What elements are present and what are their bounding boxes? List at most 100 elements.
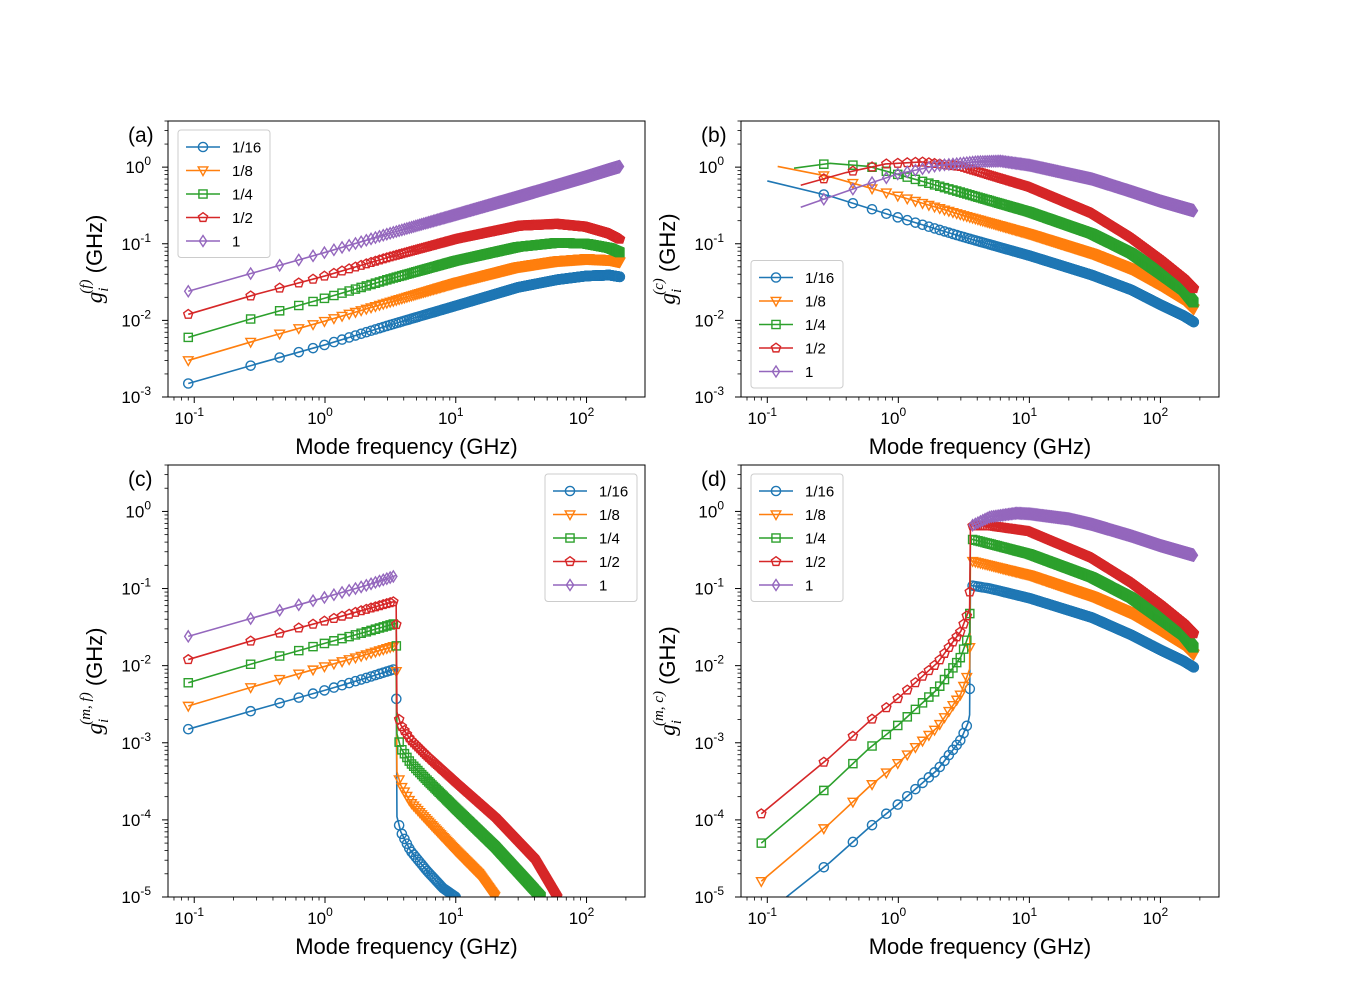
data-point (909, 196, 922, 208)
y-tick-label-base: 10 (121, 388, 140, 407)
data-point (615, 247, 625, 258)
data-point (244, 337, 257, 349)
data-point (929, 223, 940, 234)
data-point (378, 276, 389, 286)
data-point (393, 294, 406, 306)
series-1 (183, 159, 625, 299)
legend-marker (197, 166, 209, 177)
data-point (910, 174, 921, 185)
panel-label: (a) (128, 124, 154, 147)
y-tick-label: 100 (125, 154, 151, 177)
data-point (292, 324, 305, 335)
data-point (929, 180, 940, 190)
x-tick-label: 10-1 (174, 405, 204, 428)
x-tick-label: 102 (569, 405, 595, 428)
data-point (613, 257, 626, 269)
data-point (399, 222, 409, 236)
data-point (337, 288, 347, 298)
data-point (319, 293, 330, 304)
y-tick-label-exponent: -1 (140, 231, 151, 245)
x-tick-label-base: 10 (174, 409, 193, 428)
data-point (360, 258, 372, 269)
data-point (350, 330, 361, 341)
y-label-symbol: g (82, 292, 107, 304)
data-point (293, 346, 305, 358)
data-point (349, 307, 362, 319)
legend-label: 1 (232, 234, 240, 251)
y-label-subscript: i (96, 288, 112, 292)
legend-label: 1/4 (232, 187, 253, 204)
legend-entry: 1/8 (186, 163, 253, 180)
data-point (337, 240, 347, 255)
data-point (384, 251, 396, 262)
data-point (343, 332, 355, 343)
data-point (374, 277, 385, 287)
legend-entry: 1/2 (186, 210, 253, 227)
data-point (355, 259, 367, 270)
axes-frame (167, 120, 646, 398)
x-tick-label: 100 (307, 405, 333, 428)
legend-marker (198, 189, 208, 199)
data-point (274, 352, 285, 363)
data-point (308, 296, 318, 307)
data-point (275, 258, 285, 273)
data-point (336, 265, 348, 276)
data-point (901, 194, 914, 206)
y-axis-label-text: gi(f) (GHz) (78, 215, 112, 304)
y-label-superscript: (f) (78, 279, 94, 293)
data-point (381, 252, 393, 263)
data-point (819, 159, 829, 169)
y-axis-label: gi(f) (GHz) (78, 215, 112, 304)
legend-marker (197, 211, 209, 223)
data-point (942, 206, 955, 218)
data-point (866, 184, 879, 196)
y-tick-label-base: 10 (121, 311, 140, 330)
data-point (293, 277, 305, 288)
data-point (917, 219, 928, 231)
data-point (946, 207, 959, 219)
series-1-4 (183, 237, 625, 343)
legend-entry: 1/4 (186, 187, 253, 204)
x-tick-label-base: 10 (307, 409, 326, 428)
legend: 1/161/81/41/21 (177, 129, 271, 258)
data-point (336, 334, 348, 345)
data-point (355, 306, 368, 317)
data-point (307, 342, 319, 354)
data-point (958, 188, 969, 198)
data-point (970, 191, 981, 202)
data-point (973, 192, 983, 202)
y-label-unit: (GHz) (82, 215, 107, 280)
data-point (614, 233, 626, 244)
data-point (375, 229, 384, 244)
x-tick-label-base: 10 (569, 409, 588, 428)
data-point (182, 308, 194, 319)
data-point (182, 356, 195, 367)
y-tick-label-base: 10 (125, 158, 144, 177)
data-point (329, 243, 339, 257)
data-point (402, 221, 412, 236)
y-tick-label-exponent: -2 (140, 307, 151, 321)
legend-label: 1/8 (232, 163, 253, 180)
data-point (343, 309, 356, 321)
legend-marker (198, 234, 208, 248)
data-point (924, 178, 934, 188)
data-point (398, 293, 411, 305)
data-point (891, 191, 904, 203)
data-point (866, 203, 878, 215)
y-tick-label: 10-2 (121, 307, 151, 330)
data-point (384, 297, 397, 309)
data-point (377, 253, 389, 264)
data-point (378, 228, 388, 243)
data-point (361, 233, 371, 248)
data-point (246, 266, 256, 281)
data-point (923, 221, 935, 232)
data-point (319, 245, 329, 260)
x-tick-label: 101 (438, 405, 464, 428)
series-1-16 (767, 180, 1200, 328)
data-point (892, 212, 904, 223)
y-tick-label: 10-3 (121, 384, 151, 407)
data-point (350, 261, 361, 272)
data-point (245, 290, 257, 301)
